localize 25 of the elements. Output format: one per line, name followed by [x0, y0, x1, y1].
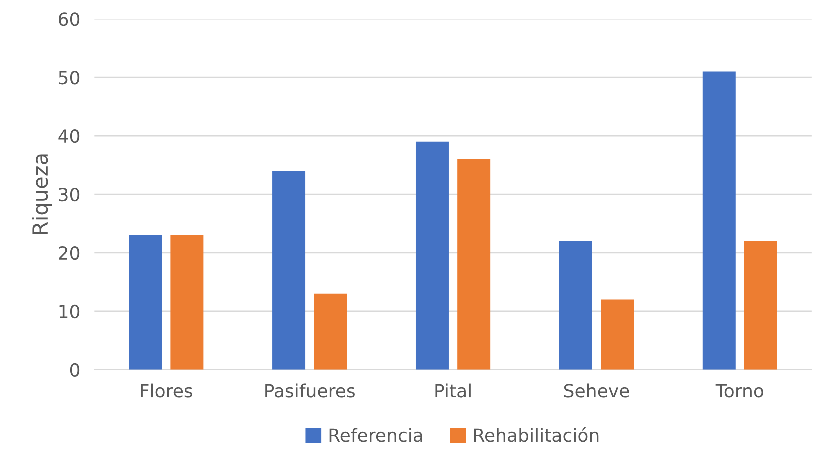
x-tick-label: Pital	[436, 384, 471, 398]
legend-label: Rehabilitación	[474, 428, 599, 442]
y-tick-label: 30	[59, 188, 80, 202]
x-tick-label: Torno	[716, 384, 764, 398]
y-tick-label: 60	[59, 12, 80, 26]
x-tick-label: Pasifueres	[266, 384, 355, 398]
bar	[601, 300, 634, 370]
bar	[744, 241, 778, 370]
legend-label: Referencia	[330, 428, 422, 442]
bar	[129, 235, 162, 370]
bar	[314, 294, 348, 370]
y-tick-label: 20	[59, 246, 80, 260]
bar	[559, 241, 592, 370]
bar	[170, 235, 204, 370]
y-axis-title: Riqueza	[32, 154, 52, 234]
bar	[458, 159, 491, 370]
y-tick-label: 40	[58, 130, 80, 144]
x-tick-label: Seheve	[564, 384, 630, 398]
bar	[702, 72, 736, 370]
x-tick-label: Flores	[141, 384, 192, 398]
bar	[272, 171, 306, 370]
bar	[416, 142, 449, 370]
y-tick-label: 0	[70, 363, 80, 378]
y-tick-label: 10	[60, 304, 80, 319]
y-tick-label: 50	[59, 71, 80, 85]
